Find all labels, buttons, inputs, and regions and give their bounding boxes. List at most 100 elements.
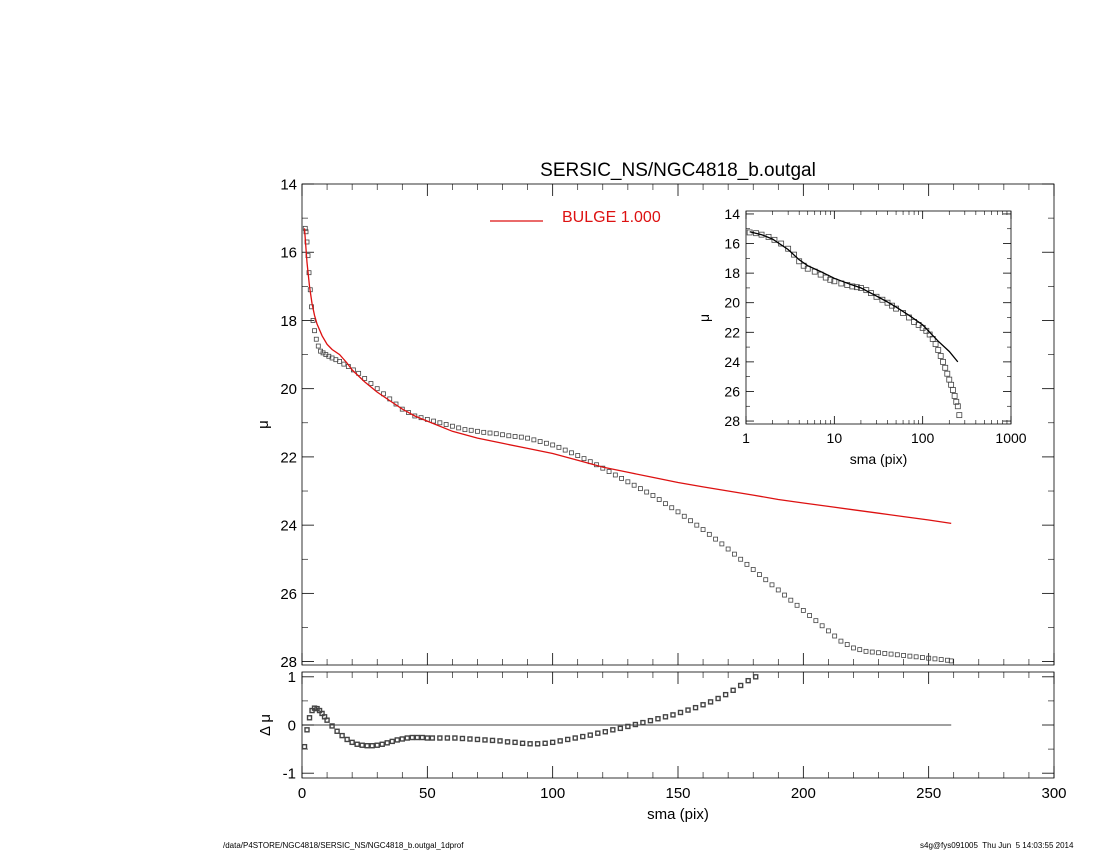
main-data-point [362,376,368,381]
main-data-point [313,336,319,342]
main-data-point [844,642,850,647]
residual-data-point [424,735,431,741]
inset-data-point [868,290,874,296]
residual-x-tick-label: 0 [298,785,306,802]
main-data-point [750,567,756,572]
main-data-point [694,522,700,528]
residual-data-point [730,687,736,694]
inset-x-axis-label: sma (pix) [850,451,908,467]
main-data-point [412,413,418,419]
residual-data-point [595,730,601,736]
residual-data-point [379,741,385,747]
main-data-point [544,440,549,446]
main-data-point [675,509,681,515]
residual-data-point [329,723,335,729]
residual-data-point [489,737,496,744]
residual-data-point [655,716,661,722]
main-data-point [876,650,881,656]
main-data-point [807,613,812,618]
main-data-point [706,531,712,537]
main-data-point [757,572,762,577]
main-data-point [920,655,925,660]
main-data-point [732,551,737,557]
residual-data-point [700,702,706,708]
main-data-point [938,657,944,662]
inset-y-tick-label: 14 [724,206,740,222]
residual-x-tick-label: 250 [916,785,941,802]
residual-data-point [369,743,375,749]
inset-data-point [791,251,797,258]
main-data-point [500,432,505,438]
main-data-point [644,489,650,495]
footer-stamp: s4g@fys091005 Thu Jun 5 14:03:55 2014 [920,841,1074,850]
residual-data-point [692,704,699,711]
main-data-point [456,425,462,431]
main-y-tick-label: 18 [280,313,297,330]
residual-data-point [662,714,669,720]
inset-data-point [950,387,956,393]
main-data-point [638,486,643,492]
main-data-point [869,649,875,655]
inset-data-point [940,358,946,365]
residual-data-point [587,732,593,738]
main-data-point [487,430,493,436]
residual-data-point [557,738,563,744]
main-data-point [832,633,838,639]
main-data-point [926,655,932,661]
residual-x-axis-label: sma (pix) [647,806,709,823]
main-data-point [907,653,913,659]
inset-y-tick-label: 26 [724,383,740,399]
main-data-points [302,225,954,664]
main-data-point [819,623,825,629]
residual-data-point [374,742,380,748]
main-y-tick-label: 28 [280,654,297,671]
main-data-point [688,518,693,524]
main-y-tick-label: 16 [280,245,297,262]
residual-data-point [647,717,654,724]
main-data-point [309,304,314,310]
residual-data-point [306,715,313,721]
main-data-point [888,651,894,657]
residual-data-points [301,674,759,750]
main-data-point [306,270,312,276]
main-data-point [368,381,374,386]
residual-x-tick-label: 50 [419,785,436,802]
main-data-point [769,582,775,588]
main-data-point [562,447,568,453]
main-data-point [525,435,530,441]
residual-data-point [610,727,616,733]
residual-data-point [580,733,586,740]
residual-data-point [399,736,405,742]
residual-data-point [384,740,390,746]
inset-y-tick-label: 16 [724,236,740,252]
residual-data-point [414,734,421,741]
inset-y-tick-label: 28 [724,413,740,429]
residual-y-tick-label: -1 [283,766,296,783]
inset-data-point [954,403,961,410]
main-y-tick-label: 20 [280,381,297,398]
main-data-point [813,618,819,624]
main-data-point [462,427,468,433]
residual-data-point [339,732,345,739]
residual-data-point [512,739,518,746]
residual-data-point [364,743,370,749]
main-data-point [569,450,574,456]
inset-y-tick-label: 20 [724,295,740,311]
residual-data-point [753,674,759,680]
inset-x-tick-label: 100 [911,430,935,446]
main-data-point [612,472,618,478]
residual-x-tick-label: 200 [791,785,816,802]
residual-data-point [572,735,578,741]
residual-data-point [324,717,330,723]
residual-data-point [482,737,488,743]
main-data-point [310,318,316,323]
main-data-point [713,536,718,542]
main-data-point [575,453,581,458]
residual-y-tick-label: 0 [288,717,296,734]
residual-y-axis-label: Δ μ [257,714,274,736]
main-data-point [312,328,317,334]
inset-x-tick-label: 1000 [995,430,1026,446]
main-data-point [493,431,499,437]
inset-x-tick-label: 1 [742,430,750,446]
